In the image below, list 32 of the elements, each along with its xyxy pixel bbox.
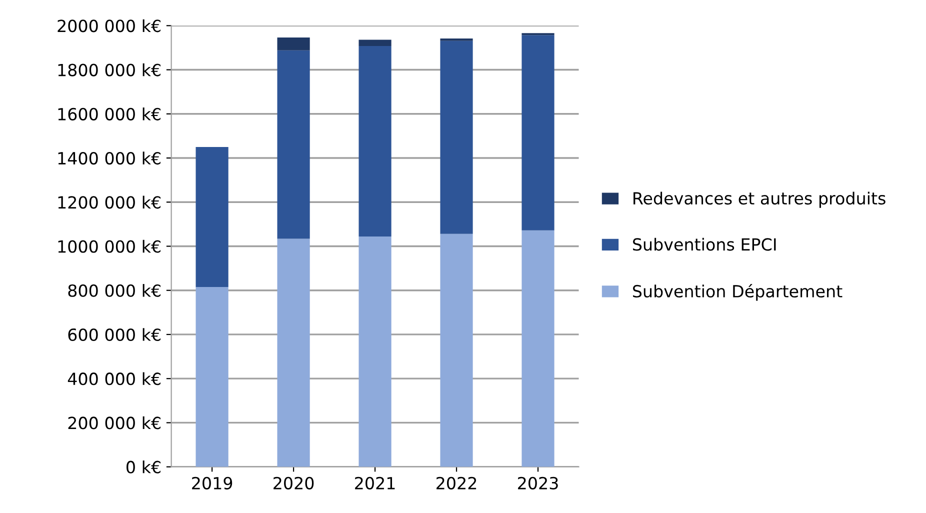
bar [358, 46, 392, 237]
y-tick-label: 0 k€ [126, 460, 160, 474]
legend-label: Subventions EPCI [633, 238, 776, 251]
bar [277, 50, 310, 239]
y-tick-label: 1600 000 k€ [58, 108, 160, 120]
bar [196, 287, 228, 467]
y-tick-label: 800 000 k€ [68, 284, 160, 297]
bar [358, 40, 392, 46]
bar [440, 40, 473, 234]
bar [440, 38, 473, 41]
bar [358, 236, 392, 467]
bar [522, 230, 554, 467]
y-tick-label: 1200 000 k€ [58, 196, 160, 209]
y-tick-label: 1000 000 k€ [58, 240, 160, 253]
y-tick-label: 2000 000 k€ [58, 19, 160, 32]
y-tick-label: 400 000 k€ [68, 372, 160, 386]
x-tick-label: 2022 [436, 476, 476, 490]
bar [277, 238, 310, 467]
bar [522, 35, 554, 230]
x-tick-label: 2021 [355, 476, 395, 490]
x-tick-label: 2020 [274, 476, 314, 490]
bar [277, 38, 310, 50]
bar [196, 146, 228, 288]
y-tick-label: 200 000 k€ [68, 416, 160, 430]
y-tick-label: 1400 000 k€ [58, 152, 160, 165]
y-tick-label: 600 000 k€ [68, 328, 160, 342]
bar [440, 234, 473, 467]
legend-label: Subvention Département [633, 284, 842, 301]
x-tick-label: 2019 [192, 476, 232, 490]
y-tick-label: 1800 000 k€ [58, 63, 160, 76]
legend-label: Redevances et autres produits [634, 192, 886, 208]
x-tick-label: 2023 [518, 476, 558, 490]
